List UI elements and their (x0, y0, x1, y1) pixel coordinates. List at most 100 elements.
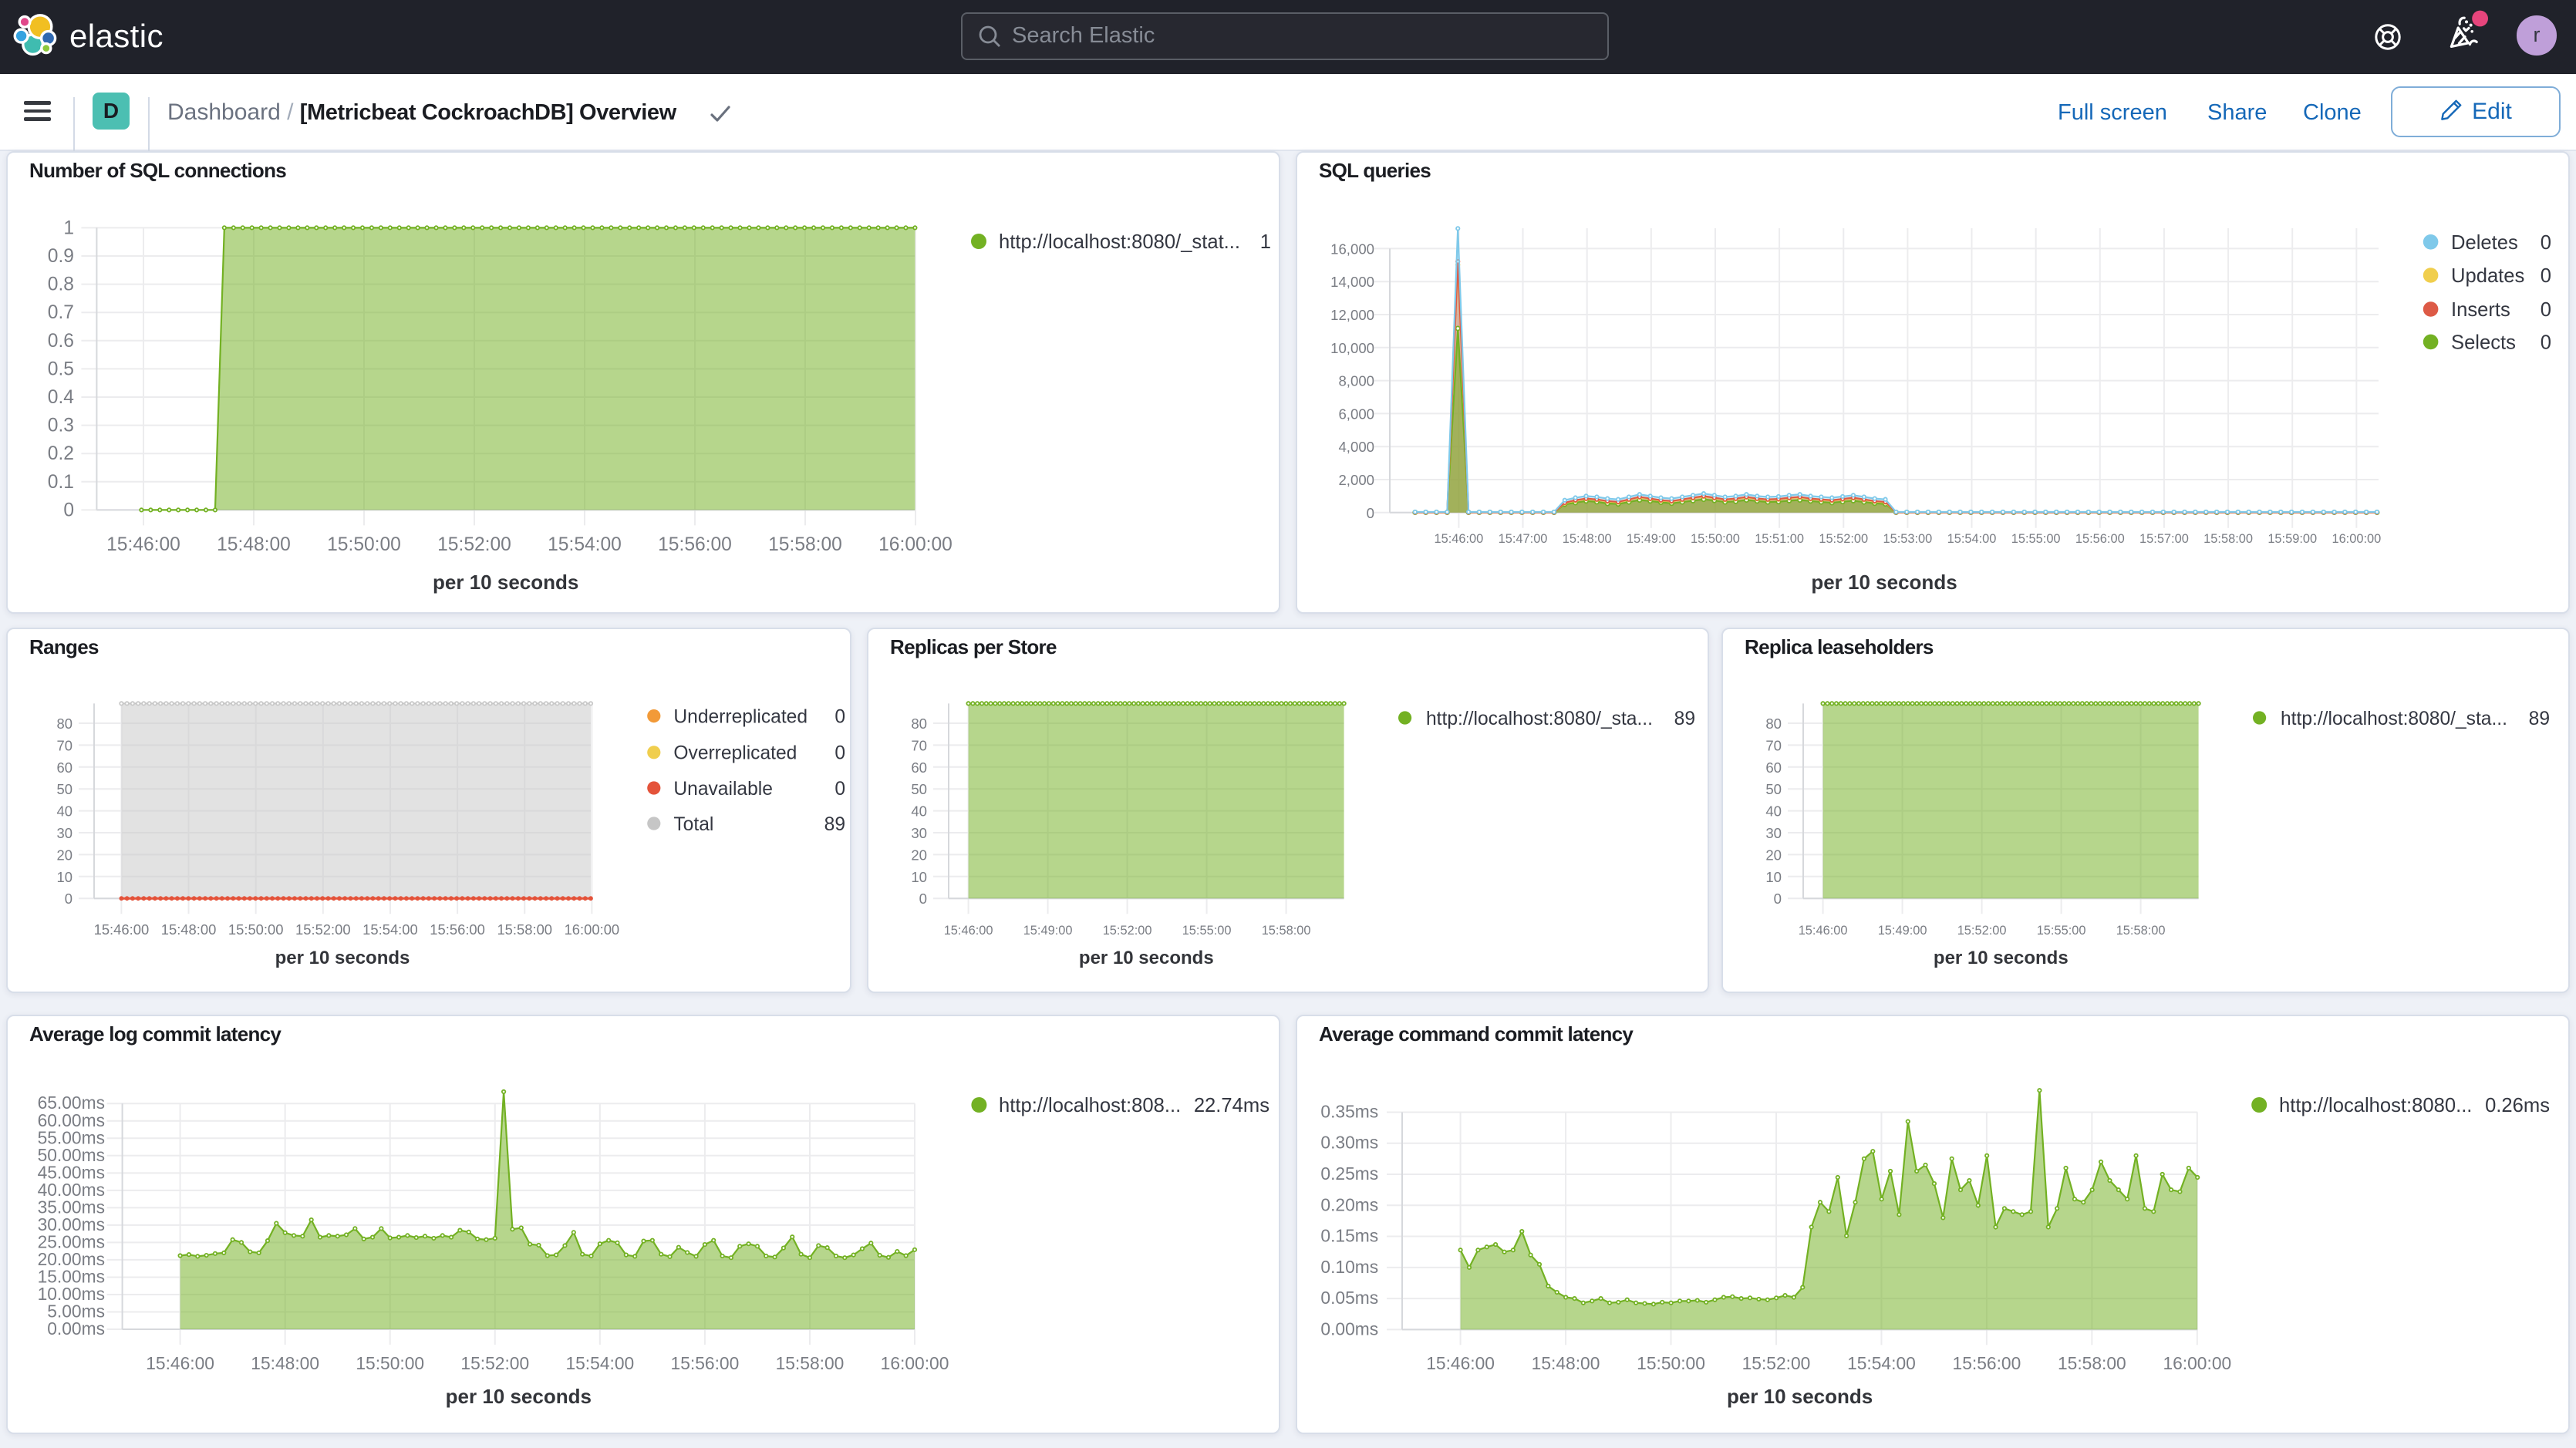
svg-text:15:51:00: 15:51:00 (1755, 532, 1804, 546)
svg-text:0.35ms: 0.35ms (1320, 1101, 1378, 1121)
svg-text:Selects: Selects (2451, 332, 2516, 353)
svg-text:Overreplicated: Overreplicated (673, 743, 797, 764)
svg-text:16:00:00: 16:00:00 (2332, 532, 2381, 546)
svg-text:15:50:00: 15:50:00 (1637, 1353, 1705, 1373)
svg-text:2,000: 2,000 (1338, 472, 1374, 488)
svg-text:10: 10 (911, 869, 927, 885)
svg-text:0.3: 0.3 (48, 416, 74, 436)
svg-text:15:52:00: 15:52:00 (1742, 1353, 1811, 1373)
svg-text:15:49:00: 15:49:00 (1023, 924, 1073, 938)
svg-text:15:55:00: 15:55:00 (2011, 532, 2061, 546)
svg-text:15:48:00: 15:48:00 (1563, 532, 1612, 546)
svg-text:0: 0 (835, 706, 845, 727)
svg-text:15:52:00: 15:52:00 (1819, 532, 1868, 546)
svg-text:50: 50 (911, 781, 927, 797)
svg-text:15:54:00: 15:54:00 (1847, 1353, 1916, 1373)
svg-text:15:50:00: 15:50:00 (1691, 532, 1740, 546)
svg-text:89: 89 (2529, 709, 2550, 729)
svg-text:80: 80 (57, 716, 72, 732)
svg-text:0.30ms: 0.30ms (1320, 1133, 1378, 1153)
svg-text:per 10 seconds: per 10 seconds (275, 948, 410, 968)
svg-text:15:59:00: 15:59:00 (2267, 532, 2317, 546)
svg-text:0: 0 (835, 743, 845, 764)
svg-text:15:56:00: 15:56:00 (658, 534, 732, 555)
svg-text:0: 0 (1774, 891, 1782, 907)
svg-text:0: 0 (2541, 265, 2551, 287)
svg-text:30.00ms: 30.00ms (38, 1214, 105, 1234)
svg-text:35.00ms: 35.00ms (38, 1197, 105, 1217)
svg-text:14,000: 14,000 (1330, 274, 1374, 290)
svg-text:65.00ms: 65.00ms (38, 1093, 105, 1113)
svg-text:15:49:00: 15:49:00 (1878, 924, 1927, 938)
svg-text:15:52:00: 15:52:00 (1957, 924, 2007, 938)
svg-text:70: 70 (57, 737, 72, 753)
svg-text:http://localhost:8080...: http://localhost:8080... (2279, 1095, 2472, 1116)
svg-text:http://localhost:808...: http://localhost:808... (999, 1095, 1181, 1116)
svg-text:20: 20 (1765, 847, 1782, 863)
svg-text:Updates: Updates (2451, 265, 2524, 287)
svg-text:0.9: 0.9 (48, 246, 74, 267)
svg-text:0.20ms: 0.20ms (1320, 1194, 1378, 1214)
svg-text:15:52:00: 15:52:00 (437, 534, 511, 555)
svg-text:5.00ms: 5.00ms (47, 1301, 105, 1321)
svg-text:89: 89 (1674, 709, 1695, 729)
svg-text:0: 0 (919, 891, 927, 907)
svg-text:20: 20 (57, 847, 72, 863)
svg-text:60: 60 (1765, 759, 1782, 776)
svg-text:per 10 seconds: per 10 seconds (1079, 948, 1214, 968)
svg-text:10: 10 (57, 869, 72, 885)
svg-text:6,000: 6,000 (1338, 406, 1374, 422)
svg-text:4,000: 4,000 (1338, 439, 1374, 455)
svg-text:40: 40 (911, 803, 927, 820)
svg-text:15:50:00: 15:50:00 (356, 1353, 424, 1373)
svg-text:15:54:00: 15:54:00 (1947, 532, 1997, 546)
svg-text:16:00:00: 16:00:00 (2163, 1353, 2231, 1373)
svg-text:40.00ms: 40.00ms (38, 1180, 105, 1200)
svg-text:15:48:00: 15:48:00 (161, 921, 217, 938)
svg-text:15:55:00: 15:55:00 (1182, 924, 1232, 938)
svg-text:20: 20 (911, 847, 927, 863)
svg-text:30: 30 (911, 825, 927, 841)
svg-text:0.1: 0.1 (48, 472, 74, 493)
svg-text:0.26ms: 0.26ms (2485, 1095, 2550, 1116)
svg-text:45.00ms: 45.00ms (38, 1162, 105, 1182)
svg-text:15:54:00: 15:54:00 (362, 921, 418, 938)
svg-text:80: 80 (911, 716, 927, 732)
svg-text:0.2: 0.2 (48, 443, 74, 464)
svg-text:0.00ms: 0.00ms (47, 1318, 105, 1339)
svg-text:15:46:00: 15:46:00 (146, 1353, 214, 1373)
svg-text:per 10 seconds: per 10 seconds (433, 571, 578, 594)
svg-text:15:58:00: 15:58:00 (776, 1353, 845, 1373)
svg-text:15:50:00: 15:50:00 (228, 921, 284, 938)
svg-text:60: 60 (911, 759, 927, 776)
svg-text:http://localhost:8080/_sta...: http://localhost:8080/_sta... (2281, 709, 2507, 729)
svg-text:15:58:00: 15:58:00 (2116, 924, 2166, 938)
svg-text:15:46:00: 15:46:00 (1426, 1353, 1495, 1373)
svg-text:15:58:00: 15:58:00 (2203, 532, 2253, 546)
svg-text:40: 40 (57, 803, 72, 820)
svg-text:0.00ms: 0.00ms (1320, 1318, 1378, 1339)
svg-text:0.10ms: 0.10ms (1320, 1257, 1378, 1277)
svg-text:http://localhost:8080/_sta...: http://localhost:8080/_sta... (1426, 709, 1653, 729)
svg-text:12,000: 12,000 (1330, 307, 1374, 323)
svg-text:Deletes: Deletes (2451, 232, 2518, 254)
svg-text:15:54:00: 15:54:00 (548, 534, 622, 555)
svg-text:15:46:00: 15:46:00 (94, 921, 150, 938)
svg-text:16:00:00: 16:00:00 (881, 1353, 949, 1373)
svg-text:15:46:00: 15:46:00 (106, 534, 180, 555)
svg-text:http://localhost:8080/_stat...: http://localhost:8080/_stat... (999, 231, 1240, 253)
svg-text:per 10 seconds: per 10 seconds (1811, 571, 1957, 594)
svg-text:15:56:00: 15:56:00 (430, 921, 485, 938)
svg-text:0: 0 (2541, 232, 2551, 254)
svg-text:15:58:00: 15:58:00 (1262, 924, 1311, 938)
svg-text:60: 60 (57, 759, 72, 776)
svg-text:per 10 seconds: per 10 seconds (446, 1385, 592, 1408)
svg-text:0.05ms: 0.05ms (1320, 1288, 1378, 1308)
svg-text:15:48:00: 15:48:00 (217, 534, 291, 555)
svg-text:15:55:00: 15:55:00 (2037, 924, 2086, 938)
svg-text:0: 0 (2541, 299, 2551, 321)
svg-text:0: 0 (835, 779, 845, 800)
svg-text:15:50:00: 15:50:00 (327, 534, 401, 555)
svg-text:22.74ms: 22.74ms (1194, 1095, 1269, 1116)
svg-text:Unavailable: Unavailable (673, 779, 773, 800)
